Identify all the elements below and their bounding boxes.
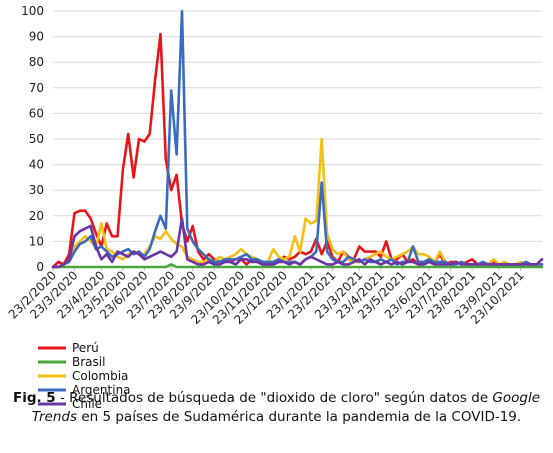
y-tick-label: 100 [21,4,44,18]
legend-label: Perú [72,341,99,355]
caption-text-1: - Resultados de búsqueda de "dioxido de … [55,390,493,406]
series-lines [51,9,544,269]
y-tick-label: 30 [29,183,44,197]
caption-italic-source: Google Trends [31,390,541,425]
y-tick-label: 10 [29,234,44,248]
y-tick-label: 90 [29,30,44,44]
figure-label: Fig. 5 [12,390,56,406]
y-tick-label: 60 [29,106,44,120]
y-axis: 0 10 20 30 40 50 60 70 80 90 100 [21,4,44,274]
legend-label: Brasil [72,355,105,369]
figure-caption: Fig. 5 - Resultados de búsqueda de "diox… [4,389,549,427]
series-line-per [51,32,544,269]
legend-label: Chile [72,397,102,411]
y-tick-label: 0 [36,260,44,274]
legend-label: Argentina [72,383,131,397]
legend-label: Colombia [72,369,128,383]
series-line-colombia [51,137,544,269]
y-tick-label: 50 [29,132,44,146]
y-tick-label: 20 [29,209,44,223]
series-line-brasil [51,263,544,269]
y-tick-label: 40 [29,158,44,172]
caption-text-2: en 5 países de Sudamérica durante la pan… [77,409,522,425]
x-axis: 23/2/202023/3/202023/4/202023/5/202023/6… [6,266,542,327]
series-line-chile [51,217,544,269]
horizontal-gridlines [53,10,542,242]
y-tick-label: 70 [29,81,44,95]
y-tick-label: 80 [29,55,44,69]
